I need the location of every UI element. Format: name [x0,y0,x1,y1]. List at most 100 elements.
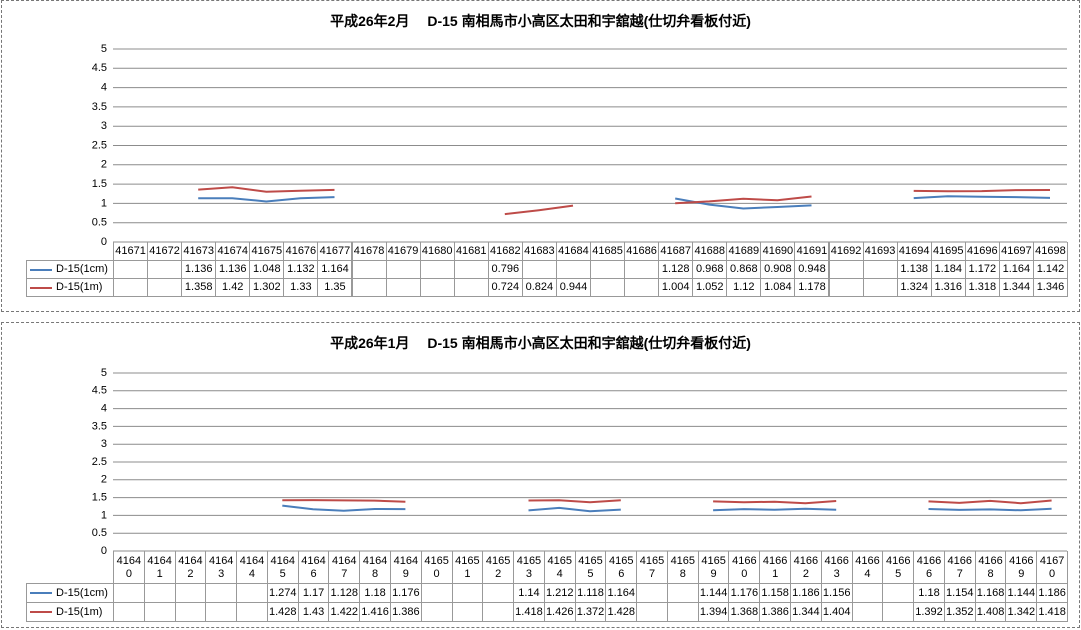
legend-swatch [30,592,52,594]
chart-panel: 平成26年2月 D-15 南相馬市小高区太田和宇舘越(仕切弁看板付近) 0 0.5 1… [1,0,1080,312]
x-tick-label: 41680 [419,242,455,261]
data-label: 1.144 [697,583,730,603]
data-label [453,278,489,297]
data-label [882,602,915,622]
x-tick-label: 41674 [215,242,251,261]
x-tick-label: 41681 [453,242,489,261]
data-label [236,602,268,622]
y-tick-label: 0 [101,236,107,248]
data-label [590,278,626,297]
legend-label: D-15(1cm) [56,586,108,599]
x-tick-label: 41665 [882,551,915,584]
data-label: 0.948 [794,260,830,279]
data-label [828,278,864,297]
series-line [282,499,1052,505]
data-label [205,583,238,603]
data-label: 1.142 [1032,260,1068,279]
data-label: 1.386 [389,602,422,622]
data-label [174,602,207,622]
y-tick-label: 1 [101,197,107,209]
data-label: 1.274 [266,583,299,603]
x-tick-label: 41676 [283,242,319,261]
data-label: 1.164 [317,260,353,279]
y-tick-label: 0 [101,545,107,557]
data-label: 1.158 [759,583,792,603]
chart-title: 平成26年1月 D-15 南相馬市小高区太田和宇舘越(仕切弁看板付近) [330,335,751,351]
x-tick-label: 41659 [697,551,730,584]
data-label [624,260,660,279]
y-tick-label: 1.5 [92,492,107,504]
legend-label: D-15(1cm) [56,263,108,275]
data-label: 1.418 [513,602,545,622]
data-label: 1.172 [964,260,1000,279]
data-label: 1.43 [297,602,330,622]
data-label: 1.186 [1036,583,1068,603]
data-label: 1.418 [1036,602,1068,622]
x-tick-label: 41684 [555,242,591,261]
data-label [419,260,455,279]
y-tick-label: 4 [101,82,107,94]
data-label: 1.428 [605,602,638,622]
series-line [198,186,1051,216]
data-label: 0.824 [521,278,557,297]
x-tick-label: 41662 [790,551,822,584]
data-label [113,602,145,622]
x-tick-label: 41695 [930,242,966,261]
x-tick-label: 41697 [998,242,1034,261]
x-tick-label: 41660 [728,551,761,584]
x-tick-label: 41689 [726,242,762,261]
data-label [521,260,557,279]
data-label [636,602,668,622]
data-label: 1.12 [726,278,762,297]
legend-entry: D-15(1m) [26,602,114,622]
x-tick-label: 41678 [351,242,387,261]
data-label: 1.14 [513,583,545,603]
data-label: 1.17 [297,583,330,603]
x-tick-label: 41655 [574,551,607,584]
data-label [451,583,484,603]
data-label: 1.344 [790,602,822,622]
data-label: 1.428 [266,602,299,622]
x-tick-label: 41673 [181,242,217,261]
chart: 0 0.5 1 1.5 2 2.5 3 3.5 4 4.5 5 [92,43,1067,248]
x-tick-label: 41666 [913,551,945,584]
y-tick-label: 3 [101,120,107,132]
x-tick-label: 41641 [143,551,176,584]
x-tick-label: 41658 [666,551,699,584]
x-tick-label: 41646 [297,551,330,584]
data-label [385,278,421,297]
data-label: 0.796 [487,260,523,279]
y-tick-label: 2.5 [92,456,107,468]
data-label [236,583,268,603]
data-label: 1.346 [1032,278,1068,297]
y-tick-label: 5 [101,43,107,55]
data-label: 1.048 [249,260,285,279]
data-label [420,583,453,603]
data-label: 1.132 [283,260,319,279]
y-tick-label: 4.5 [92,385,107,397]
data-label: 1.004 [658,278,694,297]
data-label [666,602,699,622]
data-label: 1.352 [943,602,976,622]
x-tick-label: 41686 [624,242,660,261]
y-tick-label: 3 [101,438,107,450]
data-label [143,602,176,622]
x-tick-label: 41667 [943,551,976,584]
data-label [385,260,421,279]
data-label: 1.368 [728,602,761,622]
x-tick-label: 41664 [851,551,884,584]
chart-title: 平成26年2月 D-15 南相馬市小高区太田和宇舘越(仕切弁看板付近) [330,13,751,29]
legend-label: D-15(1m) [56,605,103,618]
x-tick-label: 41696 [964,242,1000,261]
data-label: 1.302 [249,278,285,297]
x-tick-label: 41653 [513,551,545,584]
data-label: 1.394 [697,602,730,622]
data-label: 1.404 [820,602,853,622]
x-tick-label: 41672 [147,242,183,261]
x-tick-label: 41651 [451,551,484,584]
data-label: 1.128 [328,583,361,603]
data-label [113,260,149,279]
data-label: 1.186 [790,583,822,603]
data-label [862,260,898,279]
x-tick-label: 41679 [385,242,421,261]
